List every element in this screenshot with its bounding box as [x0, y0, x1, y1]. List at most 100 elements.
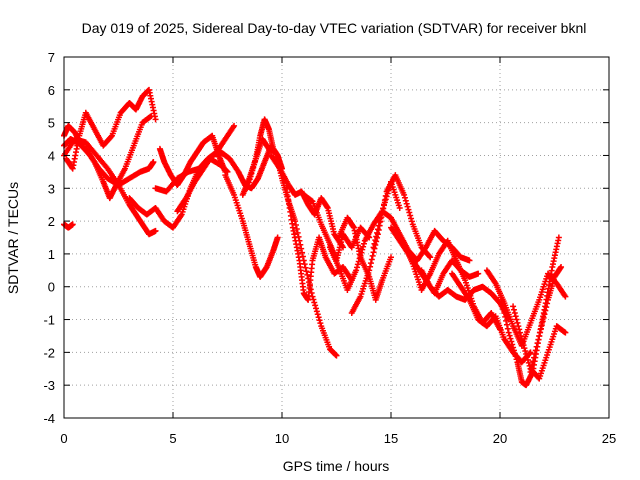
- data-point: [408, 218, 415, 225]
- data-point: [401, 191, 408, 198]
- data-point: [298, 245, 305, 252]
- data-point: [466, 257, 473, 264]
- y-tick-label: 1: [48, 247, 55, 262]
- data-point: [388, 254, 394, 261]
- data-point: [311, 299, 318, 306]
- y-tick-label: 0: [48, 280, 55, 295]
- data-point: [244, 185, 251, 192]
- x-axis-label: GPS time / hours: [283, 458, 390, 474]
- data-point: [426, 253, 433, 260]
- data-point: [537, 329, 544, 336]
- x-tick-label: 15: [384, 431, 398, 446]
- data-point: [527, 349, 534, 356]
- y-tick-label: -4: [43, 411, 55, 426]
- data-point: [369, 252, 376, 259]
- data-point: [293, 225, 300, 232]
- data-point: [535, 336, 542, 343]
- data-point: [521, 345, 528, 352]
- data-point: [531, 354, 538, 361]
- data-point: [524, 356, 531, 363]
- data-point: [353, 267, 360, 274]
- data-point: [250, 164, 257, 171]
- data-point: [497, 294, 504, 301]
- data-point: [360, 240, 367, 247]
- data-point: [525, 359, 532, 366]
- data-point: [371, 240, 378, 247]
- data-point: [543, 304, 550, 311]
- data-point: [544, 300, 551, 307]
- data-point: [244, 182, 251, 189]
- axis-ticks: 0 5 10 15 20 25 -4 -3 -2 -1 0 1 2 3 4 5 6 7: [43, 50, 616, 446]
- data-point: [402, 197, 409, 204]
- y-axis-label: SDTVAR / TECUs: [5, 182, 21, 294]
- data-point: [315, 314, 322, 321]
- data-point: [515, 323, 522, 330]
- data-point: [375, 222, 382, 229]
- plot-frame: [63, 56, 610, 419]
- data-point: [505, 329, 512, 336]
- data-point: [500, 306, 507, 313]
- data-point: [503, 317, 510, 324]
- data-point: [354, 261, 361, 268]
- data-point: [299, 249, 306, 256]
- data-point: [382, 192, 389, 199]
- data-point: [507, 335, 514, 342]
- data-point: [401, 194, 408, 201]
- data-point: [427, 254, 434, 261]
- data-point: [370, 244, 377, 251]
- data-point: [509, 341, 516, 348]
- data-point: [251, 158, 258, 165]
- data-point: [381, 201, 388, 208]
- data-point: [518, 336, 525, 343]
- data-point: [512, 353, 519, 360]
- data-point: [501, 309, 508, 316]
- data-point: [248, 170, 255, 177]
- data-point: [302, 264, 309, 271]
- y-tick-label: -3: [43, 378, 55, 393]
- data-point: [313, 305, 320, 312]
- y-tick-label: -1: [43, 313, 55, 328]
- data-point: [405, 206, 412, 213]
- data-point: [520, 342, 527, 349]
- data-point: [510, 303, 517, 310]
- data-point: [310, 296, 317, 303]
- data-point: [381, 197, 388, 204]
- data-point: [498, 298, 505, 305]
- data-point: [514, 319, 521, 326]
- data-point: [516, 326, 523, 333]
- data-point: [538, 322, 545, 329]
- data-point: [529, 361, 536, 368]
- data-point: [511, 350, 518, 357]
- data-point: [540, 314, 547, 321]
- x-tick-label: 5: [169, 431, 176, 446]
- data-point: [403, 200, 410, 207]
- data-point: [292, 222, 299, 229]
- data-point: [274, 234, 281, 241]
- data-point: [372, 237, 379, 244]
- data-point: [359, 246, 366, 253]
- data-point: [539, 318, 546, 325]
- data-point: [360, 243, 367, 250]
- data-point: [503, 321, 510, 328]
- data-point: [532, 347, 539, 354]
- y-tick-label: 4: [48, 148, 55, 163]
- data-point: [353, 264, 360, 271]
- data-point: [152, 116, 159, 123]
- data-point: [374, 226, 381, 233]
- data-point: [247, 173, 254, 180]
- data-point: [377, 215, 384, 222]
- data-point: [317, 320, 324, 327]
- y-tick-label: -2: [43, 345, 55, 360]
- data-point: [303, 268, 310, 275]
- data-point: [376, 219, 383, 226]
- data-point: [407, 212, 414, 219]
- y-tick-label: 7: [48, 50, 55, 65]
- y-tick-label: 5: [48, 116, 55, 131]
- data-point: [522, 348, 529, 355]
- data-point: [497, 290, 503, 297]
- data-point: [517, 332, 524, 339]
- y-tick-label: 2: [48, 214, 55, 229]
- data-point: [524, 353, 531, 360]
- data-point: [533, 343, 540, 350]
- data-point: [562, 329, 569, 336]
